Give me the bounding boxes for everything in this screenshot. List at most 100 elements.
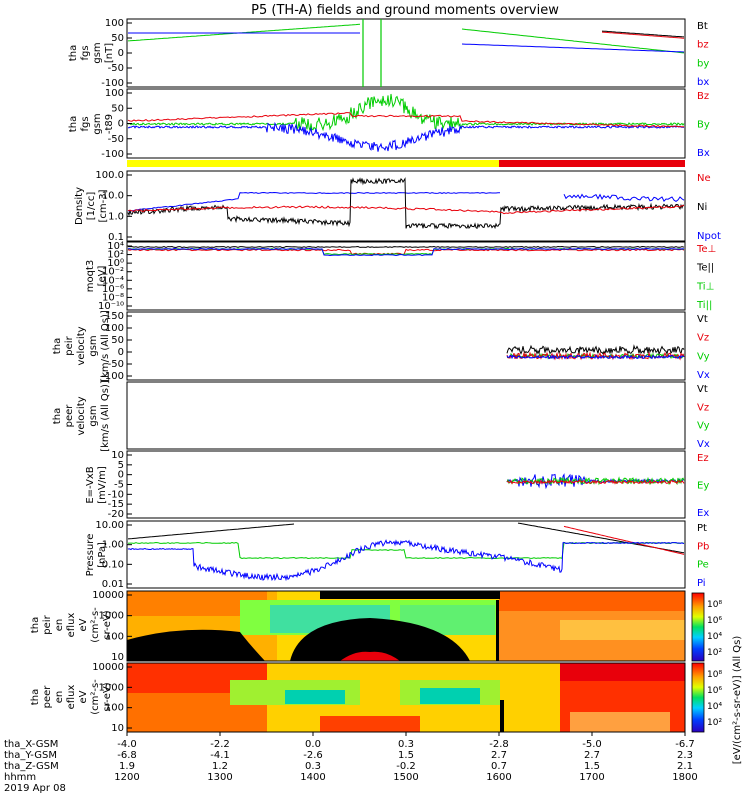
legend-entry: Ey xyxy=(697,481,709,492)
xaxis-tick-label: -6.8 xyxy=(117,750,137,761)
series-line xyxy=(128,113,684,127)
legend-entry: Vy xyxy=(697,351,710,362)
ytick-label: 100 xyxy=(105,703,124,714)
ytick-label: 1000 xyxy=(99,682,124,693)
ytick-label: 1.0 xyxy=(108,211,124,222)
legend-entry: Vz xyxy=(697,333,709,344)
xaxis-tick-label: 1.9 xyxy=(119,761,135,772)
xaxis-tick-label: -5.0 xyxy=(582,739,602,750)
series-line xyxy=(128,540,684,580)
plot-title: P5 (TH-A) fields and ground moments over… xyxy=(251,3,559,18)
xaxis-tick-label: 1600 xyxy=(486,772,511,783)
panel-fgs-gsm xyxy=(127,19,685,87)
legend-entry: By xyxy=(697,120,710,131)
legend-entry: Ti|| xyxy=(696,300,712,311)
xaxis-tick-label: 1300 xyxy=(207,772,232,783)
legend-entry: Te|| xyxy=(696,263,714,274)
legend-entry: Ex xyxy=(697,508,709,519)
xaxis-row-label: tha_Z-GSM xyxy=(4,761,59,772)
xaxis-tick-label: 0.0 xyxy=(305,739,321,750)
mode-bar-slow xyxy=(127,160,499,167)
colorbar-peir xyxy=(692,593,704,661)
ytick-label: 10.0 xyxy=(102,191,124,202)
spectrogram-peir-eflux xyxy=(127,591,685,661)
colorbar-tick: 10⁸ xyxy=(707,600,722,610)
xaxis-tick-label: 0.7 xyxy=(491,761,507,772)
xaxis-tick-label: -2.2 xyxy=(210,739,230,750)
xaxis-tick-label: 2.7 xyxy=(584,750,600,761)
ytick-label: 0 xyxy=(118,347,124,358)
legend-entry: Ti⊥ xyxy=(696,281,714,292)
xaxis-row-label: hhmm xyxy=(4,772,36,783)
legend-entry: Vx xyxy=(697,370,710,381)
mode-bar-fast xyxy=(499,160,685,167)
legend-entry: Vt xyxy=(697,314,708,325)
ytick-label: 100 xyxy=(105,88,124,99)
legend-entry: by xyxy=(697,58,709,69)
series-line xyxy=(128,179,684,229)
colorbar-tick: 10⁶ xyxy=(707,616,722,626)
legend-entry: Ez xyxy=(697,453,709,464)
xaxis-tick-label: 1800 xyxy=(672,772,697,783)
ytick-label: 100 xyxy=(105,631,124,642)
xaxis-date: 2019 Apr 08 xyxy=(4,783,66,794)
ytick-label: -50 xyxy=(108,63,124,74)
xaxis-tick-label: 1500 xyxy=(393,772,418,783)
ylabel-peer-velocity: thapeervelocitygsm[km/s (All Qs)] xyxy=(52,380,111,452)
ytick-label: -50 xyxy=(108,359,124,370)
xaxis-tick-label: -2.8 xyxy=(489,739,509,750)
xaxis-tick-label: 1.5 xyxy=(398,750,414,761)
series-line xyxy=(128,124,684,152)
xaxis-tick-label: -4.0 xyxy=(117,739,137,750)
ytick-label: 0 xyxy=(118,48,124,59)
legend-entry: Pi xyxy=(697,578,706,589)
panel-peir-velocity xyxy=(127,312,685,380)
series-line xyxy=(128,543,684,559)
xaxis-tick-label: 1200 xyxy=(114,772,139,783)
legend-entry: Vy xyxy=(697,421,710,432)
colorbar-tick: 10⁸ xyxy=(707,670,722,680)
ylabel-fgs-gsm: thafgsgsm[nT] xyxy=(68,42,115,63)
xaxis-tick-label: 0.3 xyxy=(305,761,321,772)
xaxis-tick-label: 2.3 xyxy=(677,750,693,761)
ytick-label: 10.00 xyxy=(95,520,124,531)
legend-entry: Te⊥ xyxy=(696,244,716,255)
ytick-label: 150 xyxy=(105,311,124,322)
ytick-label: 50 xyxy=(111,335,124,346)
ytick-label: -20 xyxy=(108,509,124,520)
xaxis-row-label: tha_X-GSM xyxy=(4,739,58,750)
ytick-label: 10000 xyxy=(92,662,124,673)
xaxis-tick-label: 1400 xyxy=(300,772,325,783)
colorbar-tick: 10⁶ xyxy=(707,686,722,696)
legend-entry: Bt xyxy=(697,21,708,32)
legend-entry: Pb xyxy=(697,541,709,552)
colorbar-tick: 10² xyxy=(707,648,722,658)
legend-entry: bz xyxy=(697,40,709,51)
ytick-label: 10000 xyxy=(92,590,124,601)
legend-entry: Bz xyxy=(697,91,709,102)
colorbar-tick: 10⁴ xyxy=(707,632,722,642)
ytick-label: -50 xyxy=(108,134,124,145)
xaxis-row-label: tha_Y-GSM xyxy=(4,750,57,761)
ytick-label: 1.00 xyxy=(102,540,124,551)
legend-entry: Npot xyxy=(697,231,721,242)
spectrogram-peer-eflux xyxy=(127,663,685,732)
xaxis-tick-label: -4.1 xyxy=(210,750,230,761)
ytick-label: 100.0 xyxy=(95,170,124,181)
legend-entry: Vx xyxy=(697,439,710,450)
ytick-label: 100 xyxy=(105,323,124,334)
panel-temperature xyxy=(127,242,685,310)
ylabel-efield: E=-VxB[mV/m] xyxy=(85,466,108,504)
xaxis-tick-label: 1700 xyxy=(579,772,604,783)
ytick-label: 10 xyxy=(111,723,124,734)
colorbar-peer xyxy=(692,663,704,732)
ylabel-fgs-gsm-t89: thafgsgsm-t89 xyxy=(68,113,115,134)
ytick-label: -100 xyxy=(101,149,124,160)
ytick-label: -100 xyxy=(101,371,124,382)
xaxis-tick-label: 1.2 xyxy=(212,761,228,772)
xaxis-tick-label: 2.7 xyxy=(491,750,507,761)
xaxis-tick-label: -2.6 xyxy=(303,750,323,761)
series-line xyxy=(602,31,684,37)
ytick-label: 1000 xyxy=(99,611,124,622)
series-line xyxy=(507,346,684,354)
